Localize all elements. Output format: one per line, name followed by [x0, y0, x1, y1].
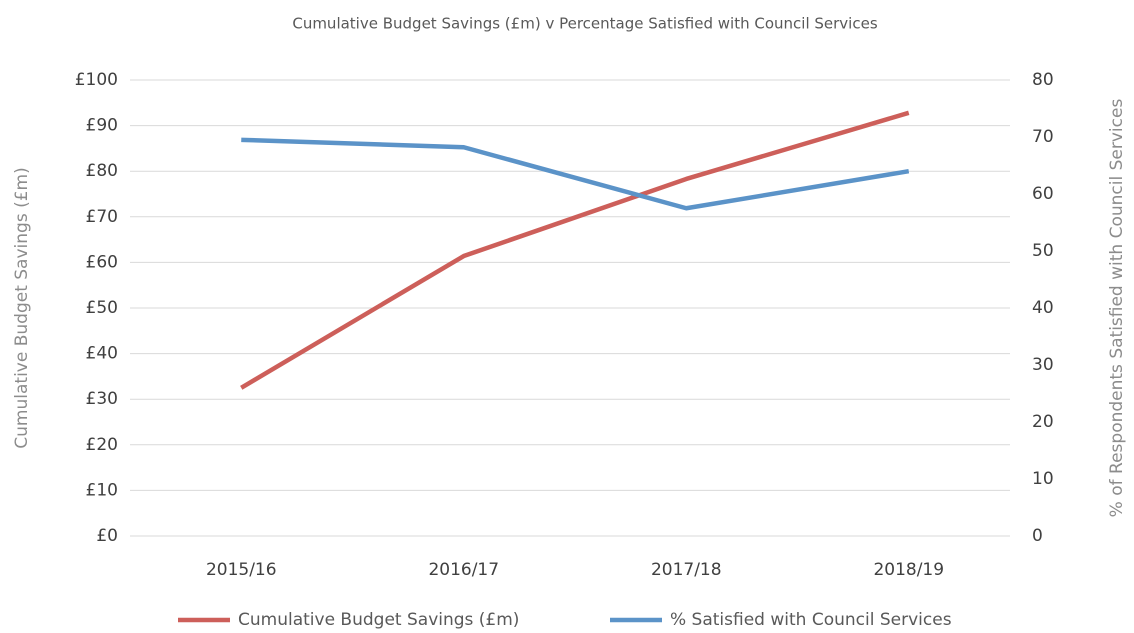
x-tick-label: 2018/19 [873, 560, 944, 580]
y-tick-label: £60 [86, 252, 118, 272]
y2-tick-label: 20 [1032, 412, 1054, 432]
y-tick-label: £0 [96, 526, 118, 546]
y2-tick-label: 50 [1032, 241, 1054, 261]
x-tick-label: 2017/18 [651, 560, 722, 580]
x-tick-label: 2016/17 [428, 560, 499, 580]
y2-axis-title: % of Respondents Satisfied with Council … [1107, 99, 1127, 518]
x-tick-label: 2015/16 [206, 560, 277, 580]
y2-tick-label: 10 [1032, 469, 1054, 489]
y2-tick-label: 30 [1032, 355, 1054, 375]
series-line [240, 110, 910, 390]
series-line [241, 137, 910, 211]
y-tick-label: £70 [86, 207, 118, 227]
y2-tick-label: 60 [1032, 184, 1054, 204]
y-tick-label: £80 [86, 161, 118, 181]
y2-tick-label: 0 [1032, 526, 1043, 546]
y-tick-label: £40 [86, 344, 118, 364]
y-axis-title: Cumulative Budget Savings (£m) [12, 167, 32, 448]
legend-label: Cumulative Budget Savings (£m) [238, 610, 519, 630]
y-tick-label: £20 [86, 435, 118, 455]
chart-title: Cumulative Budget Savings (£m) v Percent… [292, 15, 877, 33]
y-tick-label: £10 [86, 480, 118, 500]
y-tick-label: £90 [86, 116, 118, 136]
y-tick-label: £50 [86, 298, 118, 318]
legend-label: % Satisfied with Council Services [670, 610, 952, 630]
y2-tick-label: 80 [1032, 70, 1054, 90]
y-tick-label: £30 [86, 389, 118, 409]
y2-tick-label: 40 [1032, 298, 1054, 318]
y2-tick-label: 70 [1032, 127, 1054, 147]
y-tick-label: £100 [75, 70, 118, 90]
